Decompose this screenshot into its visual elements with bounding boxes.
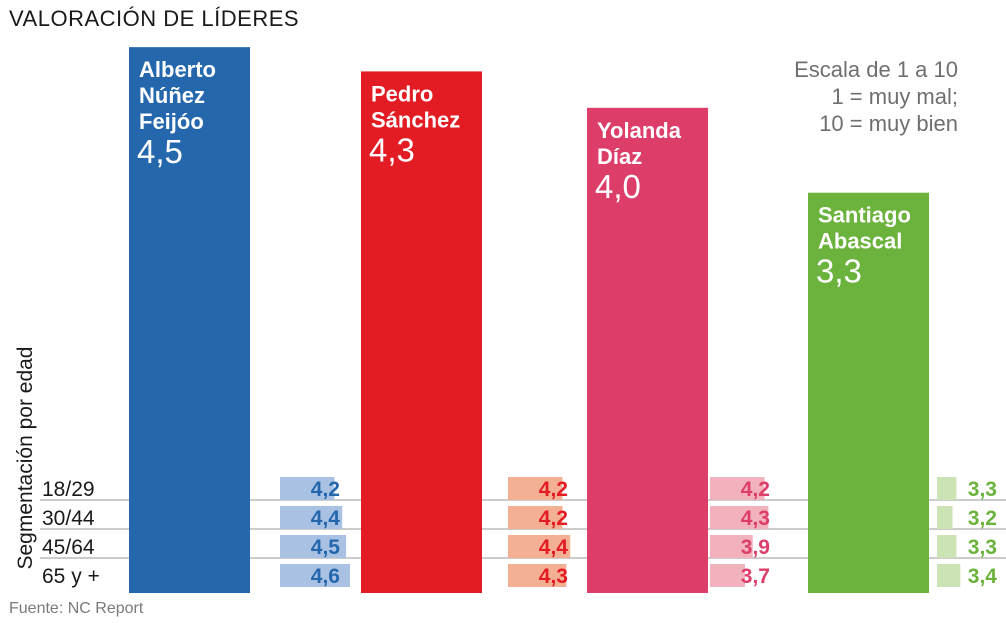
- age-segment-bar: [508, 477, 563, 500]
- age-group-label: 45/64: [42, 536, 95, 559]
- page-title: VALORACIÓN DE LÍDERES: [9, 6, 300, 31]
- age-segment-value: 4,2: [539, 478, 568, 501]
- age-segment-value: 3,3: [968, 536, 997, 559]
- age-group-label: 30/44: [42, 507, 95, 530]
- leader-bar: [587, 107, 708, 594]
- age-segment-bar: [710, 535, 753, 558]
- age-segment-value: 3,2: [968, 507, 997, 530]
- age-segment-value: 4,4: [539, 536, 569, 559]
- age-segment-bar: [710, 477, 765, 500]
- age-segment-bar: [280, 564, 350, 587]
- leader-name: Alberto: [139, 57, 216, 82]
- leader-name: Díaz: [597, 144, 642, 169]
- age-segment-bar: [710, 564, 745, 587]
- age-segment-bar: [937, 506, 953, 529]
- leader-value: 4,3: [369, 131, 415, 168]
- leader-bar: [808, 192, 929, 593]
- age-segment-value: 4,3: [741, 507, 770, 530]
- leader-name: Pedro: [371, 81, 433, 106]
- age-segment-value: 4,2: [311, 478, 340, 501]
- age-segment-value: 3,4: [968, 565, 998, 588]
- age-segment-bar: [937, 564, 961, 587]
- age-segment-bar: [280, 535, 347, 558]
- leader-bar: [129, 47, 250, 593]
- age-segment-bar: [937, 477, 957, 500]
- age-segment-value: 3,9: [741, 536, 770, 559]
- leader-value: 3,3: [816, 253, 862, 290]
- leader-name: Santiago: [818, 203, 911, 228]
- age-segment-value: 4,2: [741, 478, 770, 501]
- leader-name: Feijóo: [139, 109, 204, 134]
- age-segment-bar: [508, 535, 571, 558]
- leader-value: 4,5: [137, 133, 183, 170]
- age-segment-value: 4,2: [539, 507, 568, 530]
- scale-note-line: 1 = muy mal;: [831, 84, 958, 109]
- leader-value: 4,0: [595, 168, 641, 205]
- age-segment-bar: [710, 506, 769, 529]
- leader-name: Abascal: [818, 229, 902, 254]
- scale-note-line: 10 = muy bien: [819, 111, 958, 136]
- source-note: Fuente: NC Report: [9, 600, 144, 617]
- scale-note: Escala de 1 a 10 1 = muy mal; 10 = muy b…: [794, 56, 958, 137]
- age-group-label: 65 y +: [42, 565, 100, 588]
- leader-name: Yolanda: [597, 118, 682, 143]
- age-group-label: 18/29: [42, 478, 95, 501]
- age-segment-value: 4,6: [311, 565, 340, 588]
- age-segment-value: 4,3: [539, 565, 568, 588]
- age-segment-value: 3,3: [968, 478, 997, 501]
- leader-name: Sánchez: [371, 107, 460, 132]
- leader-bar: [361, 71, 482, 593]
- leader-name: Núñez: [139, 83, 205, 108]
- age-segment-value: 4,4: [311, 507, 341, 530]
- age-segment-bar: [508, 564, 567, 587]
- scale-note-line: Escala de 1 a 10: [794, 57, 958, 82]
- age-segment-bar: [280, 477, 335, 500]
- age-segment-bar: [508, 506, 563, 529]
- age-segment-value: 3,7: [741, 565, 770, 588]
- age-segment-bar: [280, 506, 343, 529]
- age-segment-bar: [937, 535, 957, 558]
- age-segment-value: 4,5: [311, 536, 341, 559]
